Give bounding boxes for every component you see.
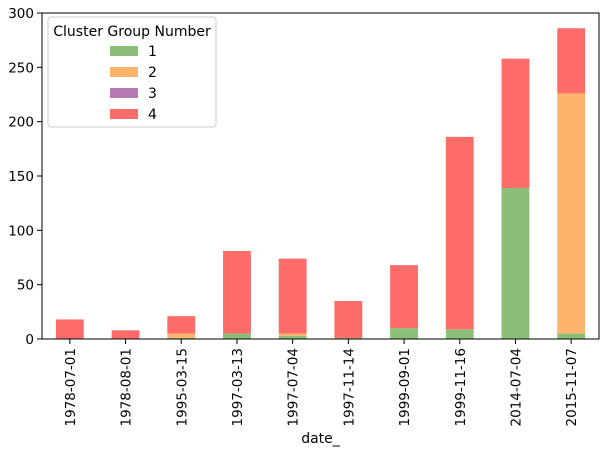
bar-1997-07-04-group-2 (278, 333, 307, 336)
bar-1997-03-13-group-1 (223, 333, 251, 339)
x-tick-label: 2015-11-07 (564, 348, 580, 426)
legend-label-1: 1 (148, 44, 157, 60)
x-tick-label: 1997-07-04 (286, 348, 302, 426)
y-tick-label: 250 (8, 60, 34, 76)
bars-layer (55, 28, 586, 339)
bar-1997-07-04-group-4 (278, 258, 307, 334)
y-tick-label: 50 (17, 278, 34, 294)
x-tick-label: 1999-09-01 (397, 348, 413, 426)
y-tick-label: 300 (8, 6, 34, 22)
bar-2015-11-07-group-4 (557, 28, 586, 94)
y-axis: 0 50 100 150 200 250 300 (8, 6, 42, 348)
legend-swatch-3 (110, 88, 138, 98)
bar-1995-03-15-group-4 (167, 316, 196, 334)
bar-2015-11-07-group-1 (557, 333, 586, 339)
y-tick-label: 150 (8, 169, 34, 185)
y-tick-label: 0 (25, 332, 34, 348)
x-tick-label: 2014-07-04 (508, 348, 524, 426)
bar-1999-11-16-group-1 (445, 329, 474, 339)
x-tick-label: 1997-11-14 (341, 348, 357, 426)
bar-1999-09-01-group-4 (390, 265, 418, 329)
x-tick-label: 1997-03-13 (230, 348, 246, 426)
x-tick-label: 1978-08-01 (119, 348, 135, 426)
legend-items: 1 2 3 4 (110, 44, 157, 123)
y-tick-label: 200 (8, 115, 34, 131)
legend: Cluster Group Number 1 2 3 4 (47, 16, 217, 128)
bar-1995-03-15-group-2 (167, 333, 196, 338)
bar-1978-08-01-group-4 (111, 330, 140, 339)
bar-1978-07-01-group-4 (55, 319, 84, 339)
legend-swatch-4 (110, 109, 138, 119)
bar-1999-09-01-group-1 (390, 328, 418, 339)
x-axis: 1978-07-01 1978-08-01 1995-03-15 1997-03-13… (63, 339, 580, 426)
x-axis-label: date_ (301, 431, 341, 447)
bar-1997-11-14-group-4 (334, 300, 363, 338)
legend-label-2: 2 (148, 65, 157, 81)
bar-1997-03-13-group-4 (223, 250, 251, 334)
bar-1999-11-16-group-4 (445, 136, 474, 330)
bar-2015-11-07-group-2 (557, 93, 586, 334)
legend-label-3: 3 (148, 86, 157, 102)
bar-1995-03-15-group-1 (167, 337, 196, 339)
legend-label-4: 4 (148, 107, 157, 123)
x-tick-label: 1978-07-01 (63, 348, 79, 426)
bar-2014-07-04-group-4 (501, 58, 530, 188)
x-tick-label: 1999-11-16 (453, 348, 469, 426)
bar-1997-11-14-group-1 (334, 337, 363, 339)
legend-swatch-2 (110, 67, 138, 77)
legend-swatch-1 (110, 46, 138, 56)
x-tick-label: 1995-03-15 (174, 348, 190, 426)
legend-title: Cluster Group Number (53, 24, 211, 40)
y-tick-label: 100 (8, 223, 34, 239)
bar-2014-07-04-group-1 (501, 187, 530, 339)
bar-1997-07-04-group-1 (278, 335, 307, 339)
